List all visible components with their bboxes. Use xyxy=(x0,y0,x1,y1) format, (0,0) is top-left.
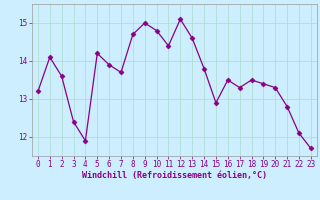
X-axis label: Windchill (Refroidissement éolien,°C): Windchill (Refroidissement éolien,°C) xyxy=(82,171,267,180)
